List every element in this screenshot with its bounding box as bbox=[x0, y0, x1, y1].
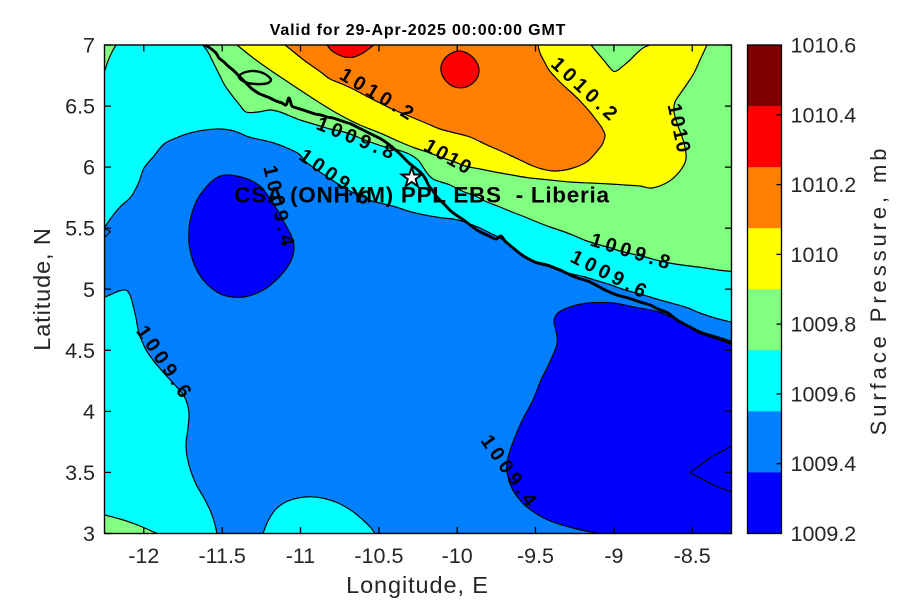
svg-text:Surface Pressure, mb: Surface Pressure, mb bbox=[866, 145, 891, 436]
svg-text:-10.5: -10.5 bbox=[354, 544, 403, 568]
svg-text:1010: 1010 bbox=[791, 243, 839, 267]
svg-text:4: 4 bbox=[83, 400, 95, 424]
svg-text:7: 7 bbox=[83, 34, 95, 58]
svg-text:1009.8: 1009.8 bbox=[791, 313, 857, 337]
svg-text:-9: -9 bbox=[604, 544, 623, 568]
svg-text:5: 5 bbox=[83, 278, 95, 302]
svg-text:-12: -12 bbox=[128, 544, 159, 568]
svg-text:1010.6: 1010.6 bbox=[791, 34, 857, 58]
svg-text:6.5: 6.5 bbox=[65, 95, 95, 119]
svg-text:6: 6 bbox=[83, 156, 95, 180]
svg-text:CSA (ONHYM) PPL EBS - Liberia: CSA (ONHYM) PPL EBS - Liberia bbox=[234, 183, 609, 208]
svg-text:-11: -11 bbox=[286, 544, 315, 568]
svg-text:-10: -10 bbox=[442, 544, 473, 568]
svg-text:1010.2: 1010.2 bbox=[791, 173, 857, 197]
svg-text:1009.2: 1009.2 bbox=[791, 522, 857, 546]
svg-text:-9.5: -9.5 bbox=[517, 544, 554, 568]
svg-text:1009.4: 1009.4 bbox=[791, 452, 857, 476]
svg-text:Longitude, E: Longitude, E bbox=[346, 572, 489, 598]
svg-text:4.5: 4.5 bbox=[65, 339, 95, 363]
svg-text:Valid for 29-Apr-2025 00:00:00: Valid for 29-Apr-2025 00:00:00 GMT bbox=[270, 22, 567, 39]
svg-text:-11.5: -11.5 bbox=[198, 544, 245, 568]
svg-text:1010.4: 1010.4 bbox=[791, 103, 857, 127]
svg-text:Latitude, N: Latitude, N bbox=[29, 227, 55, 351]
svg-text:3.5: 3.5 bbox=[65, 461, 95, 485]
svg-text:5.5: 5.5 bbox=[65, 217, 95, 241]
svg-text:-8.5: -8.5 bbox=[674, 544, 711, 568]
svg-text:1009.6: 1009.6 bbox=[791, 382, 857, 406]
svg-text:3: 3 bbox=[83, 522, 95, 546]
